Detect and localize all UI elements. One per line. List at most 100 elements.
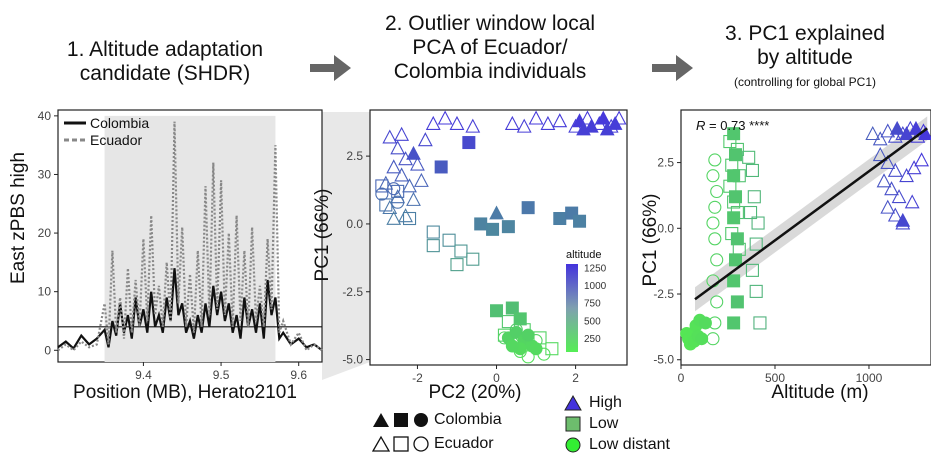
legend-altitude-groups: High Low Low distant <box>563 392 670 455</box>
step3-title-line1: 3. PC1 explained <box>725 22 885 45</box>
data-point <box>390 189 406 204</box>
data-point <box>449 115 465 130</box>
data-point <box>529 342 543 356</box>
data-point <box>745 163 759 178</box>
y-tick-label: 2.5 <box>346 149 363 163</box>
series-line-ecuador <box>57 121 323 353</box>
y-tick-label: -5.0 <box>653 353 674 367</box>
zoom-wedge <box>322 112 370 380</box>
data-point <box>730 295 744 309</box>
data-point <box>375 187 389 201</box>
data-point <box>727 127 741 141</box>
data-point <box>584 118 599 133</box>
panel3-xlabel: Altitude (m) <box>771 382 869 403</box>
data-point <box>876 173 892 188</box>
data-point <box>462 136 476 150</box>
data-point <box>390 140 406 155</box>
colorbar-title: altitude <box>566 249 601 261</box>
data-point <box>521 328 535 342</box>
data-point <box>434 160 448 174</box>
colorbar-tick-label: 250 <box>584 334 601 345</box>
data-point <box>513 312 527 326</box>
data-point <box>450 258 464 272</box>
data-point <box>880 123 896 138</box>
step2-title: 2. Outlier window local PCA of Ecuador/ … <box>355 12 625 84</box>
colorbar-tick-label: 1250 <box>584 264 607 275</box>
y-tick-label: 30 <box>38 167 52 181</box>
panel3-altitude-scatter: -5.0 -2.5 0.0 2.5 0 500 1000 R = 0.73 **** <box>653 109 931 385</box>
data-point <box>710 253 724 267</box>
data-point <box>749 237 763 251</box>
data-point <box>729 253 743 267</box>
data-point <box>402 178 417 193</box>
data-point <box>710 295 724 309</box>
legend-label-ecuador: Ecuador <box>90 132 142 148</box>
data-point <box>505 339 519 353</box>
data-point <box>908 120 924 135</box>
step2-title-line2: PCA of Ecuador/ <box>412 36 568 59</box>
filled-shapes-icon <box>373 413 428 427</box>
high-triangle-icon <box>564 394 582 410</box>
step1-title-line1: 1. Altitude adaptation <box>66 38 264 61</box>
panel2-pca-scatter: -5.0 -2.5 0.0 2.5 -2 0 2 altitude 1250 1000 750 500… <box>342 109 628 385</box>
x-tick-label: 0 <box>493 371 500 385</box>
data-point <box>887 162 903 177</box>
data-point <box>465 118 481 133</box>
data-point <box>727 169 741 183</box>
y-tick-label: 0 <box>44 343 51 357</box>
x-tick-label: 0 <box>678 371 685 385</box>
x-tick-label: 2 <box>572 371 579 385</box>
data-point <box>489 205 504 220</box>
data-point <box>398 208 413 223</box>
y-tick-label: 10 <box>38 285 52 299</box>
data-point <box>425 115 441 130</box>
data-point <box>710 184 724 199</box>
panel2-xlabel: PC2 (20%) <box>428 382 522 403</box>
data-point <box>706 216 720 230</box>
data-point <box>521 201 535 215</box>
x-tick-label: 500 <box>765 371 785 385</box>
data-point <box>745 263 759 277</box>
r-value: = 0.73 **** <box>705 118 769 133</box>
panel2-ylabel: PC1 (66%) <box>312 188 333 282</box>
data-point <box>573 214 587 228</box>
data-point <box>504 115 520 130</box>
colorbar-tick-label: 1000 <box>584 281 607 292</box>
data-point <box>576 121 591 136</box>
data-point <box>386 159 402 174</box>
data-point <box>753 316 767 330</box>
data-point <box>706 169 720 183</box>
data-point <box>708 153 722 167</box>
data-point <box>466 252 480 266</box>
data-point <box>595 110 611 125</box>
data-point <box>884 181 899 196</box>
legend-label-colombia: Colombia <box>90 115 149 131</box>
y-tick-label: -2.5 <box>653 287 674 301</box>
data-point <box>749 284 763 298</box>
legend-shapes: Colombia Ecuador <box>372 408 502 456</box>
data-point <box>426 239 440 253</box>
data-point <box>880 199 896 214</box>
data-point <box>528 110 544 125</box>
data-point <box>727 211 741 225</box>
data-point <box>442 233 456 247</box>
data-point <box>406 145 421 160</box>
x-tick-label: 9.4 <box>135 368 152 382</box>
x-tick-label: 9.6 <box>290 368 307 382</box>
step1-title: 1. Altitude adaptation candidate (SHDR) <box>30 38 300 86</box>
data-point <box>899 168 914 183</box>
data-point <box>391 184 405 198</box>
data-point <box>394 126 410 141</box>
panel1-ylabel: East zPBS high <box>8 151 29 285</box>
low-square-icon <box>565 416 581 431</box>
data-point <box>426 225 440 239</box>
legend-high: High <box>589 393 622 411</box>
colorbar-tick-label: 500 <box>584 316 601 327</box>
data-point <box>729 190 743 204</box>
y-tick-label: -5.0 <box>342 353 363 367</box>
data-point <box>607 115 623 130</box>
data-point <box>751 216 765 230</box>
data-point <box>747 190 761 204</box>
